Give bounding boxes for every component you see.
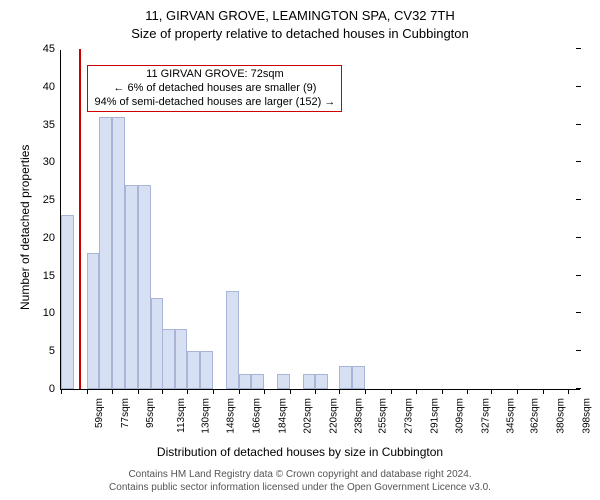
x-tick-mark [213,389,214,394]
y-tick-mark [576,350,581,351]
x-tick-mark [568,389,569,394]
footer-line1: Contains HM Land Registry data © Crown c… [128,469,471,480]
y-tick-label: 0 [49,383,61,395]
histogram-bar [277,374,290,389]
chart-plot-area: 05101520253035404511 GIRVAN GROVE: 72sqm… [60,50,580,390]
x-tick-mark [138,389,139,394]
y-tick-mark [576,86,581,87]
annotation-line1: 11 GIRVAN GROVE: 72sqm [94,68,335,82]
histogram-bar [251,374,264,389]
x-tick-label: 77sqm [120,398,131,428]
y-tick-mark [576,275,581,276]
x-tick-mark [467,389,468,394]
footer-line2: Contains public sector information licen… [109,482,491,493]
x-tick-label: 113sqm [176,398,187,433]
x-tick-mark [339,389,340,394]
y-tick-label: 20 [43,232,61,244]
x-tick-label: 291sqm [429,398,440,434]
x-tick-label: 166sqm [252,398,263,434]
x-tick-mark [87,389,88,394]
page-title-line2: Size of property relative to detached ho… [0,26,600,41]
histogram-bar [162,329,175,389]
y-tick-mark [576,124,581,125]
x-tick-label: 309sqm [455,398,466,434]
y-tick-mark [576,388,581,389]
x-tick-label: 273sqm [404,398,415,434]
histogram-bar [226,291,239,389]
y-tick-label: 35 [43,119,61,131]
y-tick-label: 30 [43,156,61,168]
y-tick-label: 5 [49,345,61,357]
x-tick-mark [315,389,316,394]
x-tick-label: 148sqm [226,398,237,434]
histogram-bar [125,185,138,389]
footer-attribution: Contains HM Land Registry data © Crown c… [0,468,600,494]
y-axis-label: Number of detached properties [18,145,32,310]
y-tick-label: 25 [43,194,61,206]
x-tick-label: 220sqm [328,398,339,434]
x-tick-label: 362sqm [530,398,541,434]
x-tick-mark [239,389,240,394]
y-tick-label: 40 [43,81,61,93]
reference-line [79,49,81,389]
x-tick-mark [365,389,366,394]
histogram-bar [187,351,200,389]
x-tick-mark [264,389,265,394]
x-tick-label: 380sqm [556,398,567,434]
x-tick-label: 130sqm [200,398,211,434]
y-tick-label: 10 [43,307,61,319]
x-tick-mark [391,389,392,394]
x-tick-mark [543,389,544,394]
y-tick-mark [576,199,581,200]
x-tick-mark [290,389,291,394]
annotation-line2: ← 6% of detached houses are smaller (9) [94,82,335,96]
page-title-line1: 11, GIRVAN GROVE, LEAMINGTON SPA, CV32 7… [0,8,600,23]
x-tick-label: 398sqm [581,398,592,434]
histogram-bar [303,374,316,389]
histogram-bar [138,185,151,389]
histogram-bar [87,253,100,389]
x-tick-mark [187,389,188,394]
histogram-bar [200,351,213,389]
x-tick-label: 59sqm [94,398,105,428]
x-tick-mark [162,389,163,394]
annotation-line3: 94% of semi-detached houses are larger (… [94,96,335,110]
x-tick-mark [442,389,443,394]
x-axis-label: Distribution of detached houses by size … [0,445,600,459]
y-tick-mark [576,312,581,313]
histogram-bar [99,117,112,389]
x-tick-mark [416,389,417,394]
x-tick-mark [491,389,492,394]
x-tick-mark [61,389,62,394]
histogram-bar [175,329,188,389]
histogram-bar [239,374,252,389]
x-tick-mark [112,389,113,394]
x-tick-label: 255sqm [378,398,389,434]
y-tick-label: 45 [43,43,61,55]
histogram-bar [315,374,328,389]
y-tick-mark [576,237,581,238]
x-tick-label: 345sqm [506,398,517,434]
x-tick-label: 327sqm [480,398,491,434]
y-tick-mark [576,161,581,162]
x-tick-label: 202sqm [303,398,314,434]
histogram-bar [61,215,74,389]
annotation-box: 11 GIRVAN GROVE: 72sqm← 6% of detached h… [87,65,342,112]
histogram-bar [352,366,365,389]
x-tick-mark [517,389,518,394]
y-tick-label: 15 [43,270,61,282]
x-tick-label: 95sqm [145,398,156,428]
histogram-bar [339,366,352,389]
y-tick-mark [576,48,581,49]
x-tick-label: 184sqm [277,398,288,434]
x-tick-label: 238sqm [354,398,365,434]
histogram-bar [112,117,125,389]
